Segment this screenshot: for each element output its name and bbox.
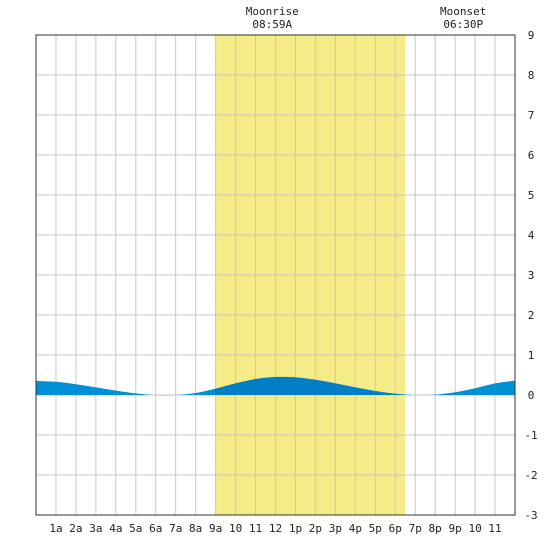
y-tick-label: 4 — [528, 229, 535, 242]
y-tick-labels: -3 -2 -1 0 1 2 3 4 5 6 7 8 9 — [524, 29, 537, 522]
y-tick-label: 2 — [528, 309, 535, 322]
moon-labels: Moonrise 08:59A Moonset 06:30P — [246, 5, 487, 31]
grid-layer — [36, 35, 515, 515]
y-tick-label: 0 — [528, 389, 535, 402]
x-tick-label: 5p — [369, 522, 382, 535]
x-tick-label: 10 — [229, 522, 242, 535]
x-tick-label: 12 — [269, 522, 282, 535]
moonset-time: 06:30P — [443, 18, 483, 31]
x-tick-label: 10 — [468, 522, 481, 535]
plot-frame — [35, 34, 516, 516]
y-tick-label: 8 — [528, 69, 535, 82]
x-tick-label: 1a — [49, 522, 62, 535]
x-tick-label: 7a — [169, 522, 182, 535]
x-tick-label: 3p — [329, 522, 342, 535]
x-tick-label: 9a — [209, 522, 222, 535]
x-tick-label: 6p — [389, 522, 402, 535]
tide-layer — [36, 376, 515, 396]
y-tick-label: -3 — [524, 509, 537, 522]
x-tick-label: 11 — [488, 522, 501, 535]
x-tick-label: 4p — [349, 522, 362, 535]
moonrise-label: Moonrise — [246, 5, 299, 18]
y-tick-label: -1 — [524, 429, 537, 442]
y-tick-label: 6 — [528, 149, 535, 162]
y-tick-label: 5 — [528, 189, 535, 202]
x-tick-label: 11 — [249, 522, 262, 535]
x-tick-label: 1p — [289, 522, 302, 535]
y-tick-label: 7 — [528, 109, 535, 122]
y-tick-label: -2 — [524, 469, 537, 482]
x-tick-label: 4a — [109, 522, 122, 535]
x-tick-label: 3a — [89, 522, 102, 535]
x-tick-label: 9p — [449, 522, 462, 535]
x-tick-label: 6a — [149, 522, 162, 535]
x-tick-labels: 1a 2a 3a 4a 5a 6a 7a 8a 9a 10 11 12 1p 2p 3p 4p 5p 6p 7p 8p… — [49, 522, 501, 535]
x-tick-label: 5a — [129, 522, 142, 535]
moonset-label: Moonset — [440, 5, 486, 18]
y-tick-label: 3 — [528, 269, 535, 282]
x-tick-label: 7p — [409, 522, 422, 535]
y-tick-label: 1 — [528, 349, 535, 362]
moonrise-time: 08:59A — [252, 18, 292, 31]
x-tick-label: 8a — [189, 522, 202, 535]
x-tick-label: 2p — [309, 522, 322, 535]
x-tick-label: 8p — [429, 522, 442, 535]
y-tick-label: 9 — [528, 29, 535, 42]
tide-area-moon-up — [215, 376, 406, 395]
x-tick-label: 2a — [69, 522, 82, 535]
